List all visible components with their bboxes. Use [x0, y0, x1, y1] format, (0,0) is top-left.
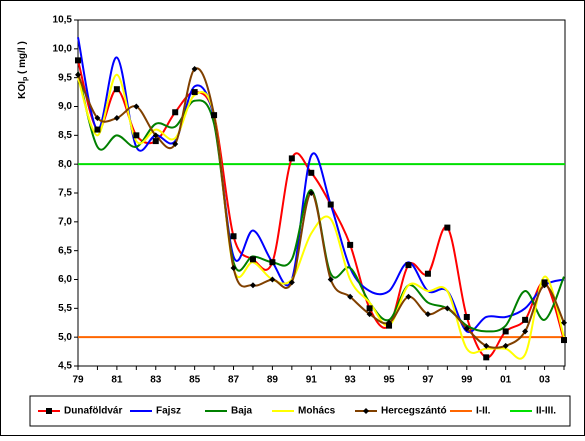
y-tick-label: 8,0 [58, 159, 72, 170]
point-marker [347, 241, 354, 248]
point-marker [75, 71, 81, 78]
point-marker [94, 115, 101, 122]
point-marker [386, 319, 393, 326]
y-title-sub: p [22, 77, 29, 81]
point-marker [249, 256, 256, 263]
point-marker [327, 276, 334, 283]
x-tick-label: 93 [345, 375, 357, 386]
legend-label: Mohács [298, 406, 336, 417]
x-tick-label: 99 [461, 375, 473, 386]
point-marker [288, 279, 295, 286]
point-marker [463, 313, 470, 320]
legend-label: I-II. [476, 406, 491, 417]
x-tick-label: 83 [150, 375, 162, 386]
x-tick-label: 85 [189, 375, 201, 386]
point-marker [561, 319, 567, 326]
y-tick-label: 10,5 [53, 15, 73, 26]
point-marker [405, 293, 412, 300]
y-tick-label: 7,0 [58, 216, 72, 227]
legend-label: Fajsz [156, 406, 181, 417]
point-marker [444, 224, 451, 231]
point-marker [522, 328, 529, 335]
series-line [77, 67, 565, 349]
point-marker [133, 132, 140, 139]
point-marker [75, 57, 81, 64]
x-tick-label: 97 [422, 375, 434, 386]
point-marker [133, 103, 140, 110]
point-marker [113, 86, 120, 93]
y-title-unit: ( mg/l ) [17, 41, 28, 77]
legend-label: II-III. [536, 406, 556, 417]
point-marker [483, 342, 490, 349]
x-tick-label: 81 [111, 375, 123, 386]
y-tick-label: 4,5 [58, 361, 72, 372]
point-marker [152, 138, 159, 145]
y-tick-label: 10,0 [53, 43, 73, 54]
y-tick-label: 5,5 [58, 303, 72, 314]
point-marker [502, 342, 509, 349]
point-marker [230, 233, 237, 240]
point-marker [211, 112, 218, 119]
y-tick-label: 9,5 [58, 72, 72, 83]
point-marker [46, 408, 52, 414]
point-marker [424, 270, 431, 277]
point-marker [308, 190, 315, 196]
x-tick-label: 87 [228, 375, 240, 386]
point-marker [541, 282, 548, 289]
point-marker [269, 259, 276, 266]
point-marker [463, 325, 470, 332]
point-marker [502, 328, 509, 335]
point-marker [444, 305, 451, 312]
point-marker [249, 282, 256, 289]
legend-label: Dunaföldvár [64, 406, 122, 417]
point-marker [483, 354, 490, 361]
plot-area [77, 19, 566, 367]
y-tick-label: 7,5 [58, 188, 72, 199]
point-marker [230, 264, 237, 271]
y-tick-label: 6,5 [58, 245, 72, 256]
point-marker [113, 115, 120, 122]
point-marker [327, 201, 334, 208]
x-tick-label: 89 [267, 375, 279, 386]
point-marker [522, 316, 529, 323]
point-marker [94, 126, 101, 133]
point-marker [172, 140, 179, 147]
point-marker [152, 132, 159, 139]
y-title-main: KOI [17, 81, 28, 99]
point-marker [366, 305, 373, 312]
x-tick-label: 03 [539, 375, 551, 386]
y-tick-label: 6,0 [58, 274, 72, 285]
point-marker [424, 311, 431, 318]
point-marker [405, 262, 412, 269]
legend-label: Baja [231, 406, 253, 417]
point-marker [191, 66, 198, 73]
x-tick-label: 91 [306, 375, 318, 386]
point-marker [366, 311, 373, 318]
x-tick-label: 79 [72, 375, 84, 386]
point-marker [561, 337, 567, 344]
x-tick-label: 01 [500, 375, 512, 386]
legend-box [29, 395, 571, 427]
point-marker [269, 276, 276, 283]
y-axis-title: KOIp ( mg/l ) [17, 41, 29, 99]
point-marker [288, 155, 295, 162]
x-tick-label: 95 [383, 375, 395, 386]
y-tick-label: 9,0 [58, 101, 72, 112]
point-marker [191, 89, 198, 96]
point-marker [363, 408, 369, 414]
point-marker [308, 169, 315, 176]
legend-label: Hercegszántó [381, 406, 447, 417]
point-marker [172, 109, 179, 116]
y-tick-label: 5,0 [58, 332, 72, 343]
y-tick-label: 8,5 [58, 130, 72, 141]
point-marker [347, 293, 354, 300]
